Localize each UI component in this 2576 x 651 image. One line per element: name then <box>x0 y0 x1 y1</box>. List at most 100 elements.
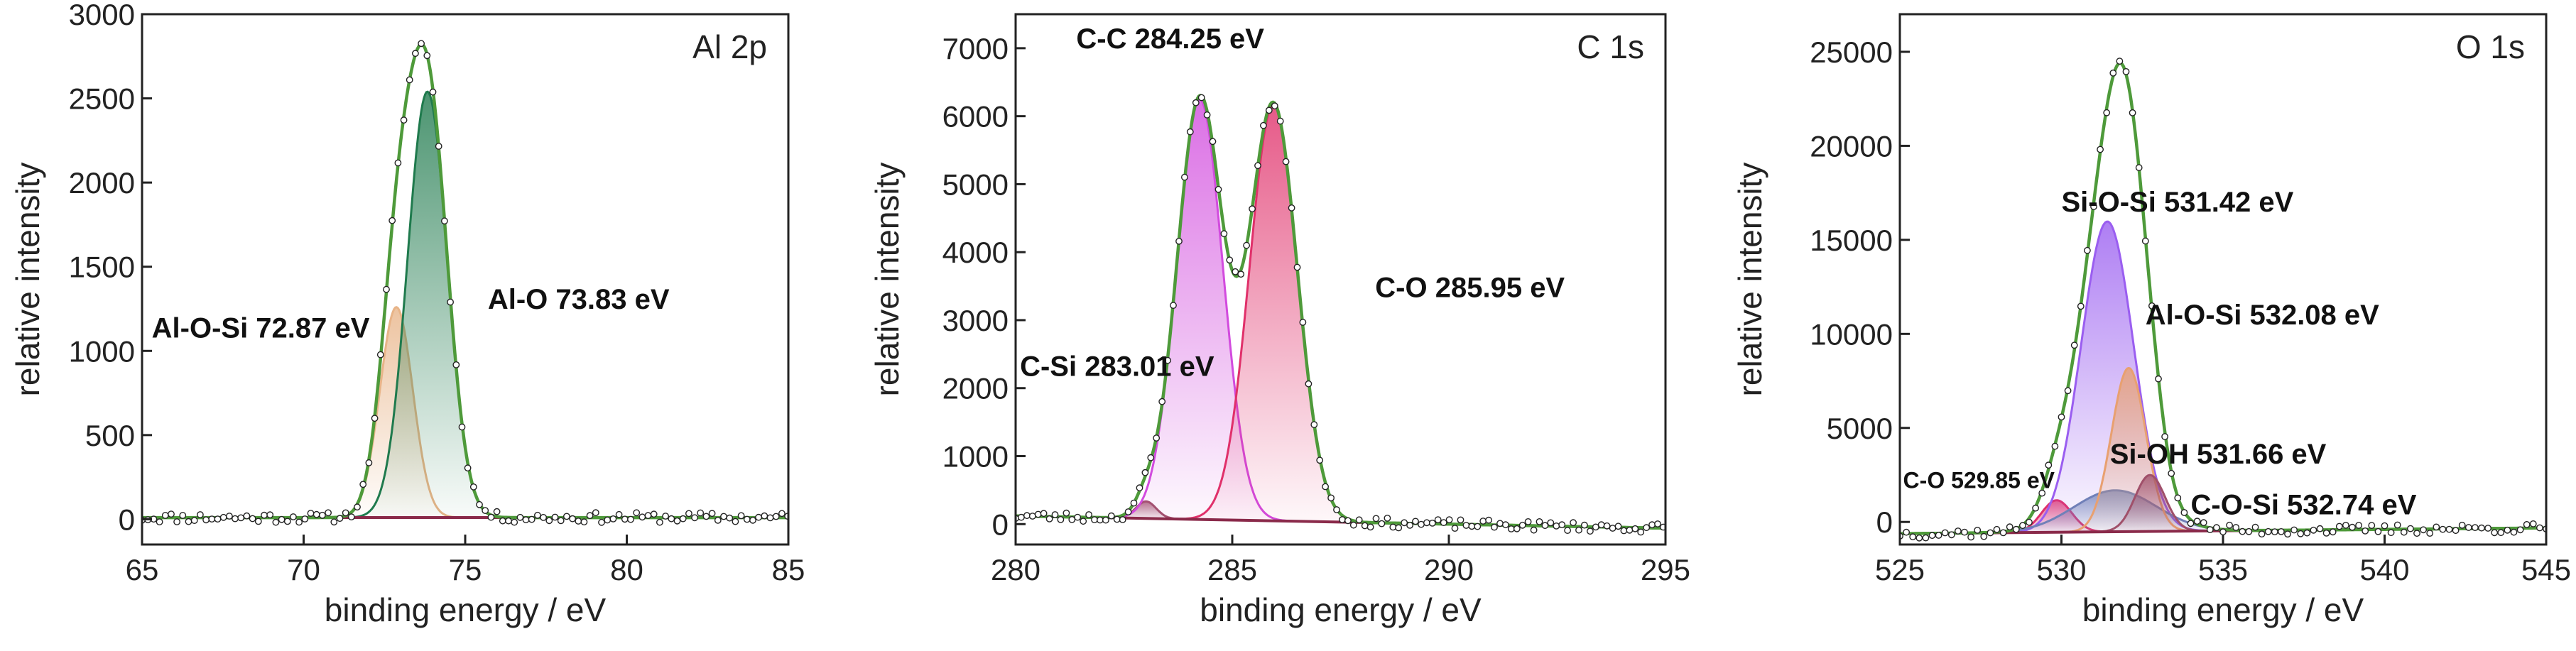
data-point <box>237 514 245 522</box>
data-point <box>1299 319 1307 326</box>
data-point <box>1468 523 1476 530</box>
data-point <box>516 513 524 521</box>
data-point <box>1355 516 1363 524</box>
data-point <box>1226 256 1234 264</box>
data-point <box>1536 518 1543 525</box>
data-point <box>2064 387 2072 395</box>
data-point <box>1620 527 1628 535</box>
data-point <box>732 518 739 525</box>
data-point <box>1074 513 1082 521</box>
data-point <box>1993 525 2001 533</box>
data-point <box>1530 526 1538 534</box>
data-point <box>720 513 727 520</box>
data-point <box>2206 526 2214 533</box>
data-point <box>2536 524 2543 532</box>
data-point <box>418 40 425 48</box>
data-point <box>2097 146 2104 153</box>
data-point <box>261 511 268 519</box>
data-point <box>2516 526 2524 534</box>
data-point <box>1068 516 1076 523</box>
data-point <box>1254 162 1261 170</box>
data-point <box>469 483 477 491</box>
data-point <box>1485 516 1493 524</box>
data-point <box>2329 528 2337 536</box>
data-point <box>2277 528 2285 535</box>
data-point <box>2445 525 2453 533</box>
data-point <box>1028 513 1036 520</box>
data-point <box>551 513 559 521</box>
y-tick-label: 4000 <box>942 236 1009 269</box>
data-point <box>2393 521 2401 529</box>
data-point <box>2245 527 2253 535</box>
peak-annotation: C-C 284.25 eV <box>1076 23 1264 55</box>
data-point <box>2478 524 2485 532</box>
data-point <box>313 510 320 518</box>
data-point <box>1203 111 1211 119</box>
data-point <box>644 512 652 520</box>
data-point <box>1445 516 1453 523</box>
data-point <box>2180 509 2188 516</box>
data-point <box>638 513 646 521</box>
peak-annotation: C-O 285.95 eV <box>1375 272 1565 303</box>
data-point <box>1999 529 2007 537</box>
data-point <box>423 52 431 60</box>
data-point <box>161 512 169 519</box>
data-point <box>1271 102 1278 110</box>
data-point <box>726 514 734 522</box>
data-point <box>1586 527 1594 535</box>
data-point <box>1451 525 1459 532</box>
data-point <box>685 510 692 518</box>
data-point <box>772 513 780 520</box>
y-tick-label: 1000 <box>942 440 1009 474</box>
data-point <box>2406 525 2414 532</box>
data-point <box>1091 516 1098 523</box>
data-point <box>388 217 396 224</box>
data-point <box>1903 528 1911 536</box>
x-axis-label: binding energy / eV <box>1200 591 1482 628</box>
data-point <box>1080 518 1087 525</box>
data-point <box>2129 109 2136 116</box>
data-point <box>2290 526 2298 534</box>
data-point <box>2284 530 2291 538</box>
data-point <box>173 518 181 525</box>
data-point <box>580 518 588 526</box>
data-point <box>1034 510 1042 518</box>
data-point <box>400 116 408 124</box>
data-point <box>673 517 681 525</box>
data-point <box>283 518 291 525</box>
data-point <box>2103 109 2111 116</box>
data-point <box>318 511 326 519</box>
data-point <box>1333 506 1340 513</box>
peak-annotation: C-O 529.85 eV <box>1903 468 2055 493</box>
data-point <box>482 507 489 514</box>
data-point <box>1643 524 1651 532</box>
peak-annotation: Al-O-Si 72.87 eV <box>152 312 370 344</box>
data-point <box>1496 520 1504 527</box>
data-point <box>737 512 745 520</box>
peak-annotation: Al-O 73.83 eV <box>488 284 670 315</box>
data-point <box>1954 527 1962 535</box>
data-point <box>2135 164 2143 172</box>
y-tick-label: 3000 <box>69 0 135 31</box>
data-point <box>627 515 634 523</box>
data-point <box>1232 268 1239 275</box>
data-point <box>2026 518 2033 526</box>
y-tick-label: 5000 <box>942 168 1009 201</box>
data-point <box>1107 512 1115 520</box>
data-point <box>2310 526 2317 534</box>
data-point <box>592 509 599 517</box>
data-point <box>1597 521 1605 529</box>
data-point <box>1170 302 1177 309</box>
data-point <box>1051 511 1059 518</box>
data-point <box>1158 398 1166 405</box>
data-point <box>1518 521 1526 529</box>
plot-area <box>142 40 788 526</box>
data-point <box>371 415 379 422</box>
data-point <box>272 518 280 526</box>
data-point <box>499 517 506 525</box>
data-point <box>2439 525 2447 533</box>
data-point <box>1288 204 1295 212</box>
data-point <box>208 515 216 523</box>
data-point <box>2116 58 2124 65</box>
y-tick-label: 0 <box>1876 505 1893 539</box>
